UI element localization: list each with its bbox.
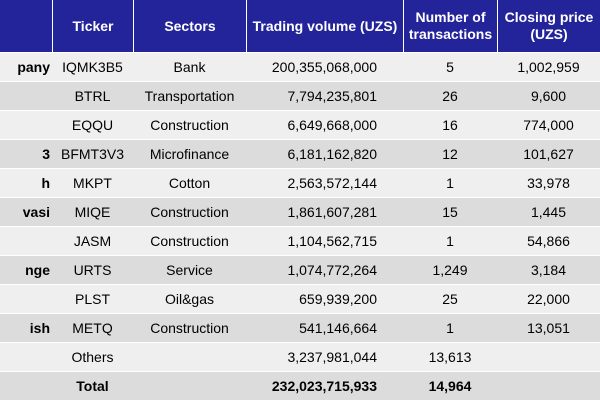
header-row: Ticker Sectors Trading volume (UZS) Numb… xyxy=(0,0,600,52)
ticker-cell: MKPT xyxy=(52,168,133,197)
transactions-cell: 13,613 xyxy=(403,342,497,371)
sector-cell xyxy=(133,342,246,371)
sector-cell: Construction xyxy=(133,110,246,139)
closing-price-cell: 54,866 xyxy=(497,226,600,255)
company-cell: pany xyxy=(0,52,52,81)
sector-cell: Service xyxy=(133,255,246,284)
closing-price-cell: 13,051 xyxy=(497,313,600,342)
transactions-cell: 26 xyxy=(403,81,497,110)
closing-price-cell: 1,002,959 xyxy=(497,52,600,81)
ticker-cell: IQMK3B5 xyxy=(52,52,133,81)
ticker-cell: Others xyxy=(52,342,133,371)
company-cell xyxy=(0,342,52,371)
trading-volume-cell: 2,563,572,144 xyxy=(246,168,403,197)
header-company xyxy=(0,0,52,52)
table-row: PLST Oil&gas 659,939,200 25 22,000 xyxy=(0,284,600,313)
closing-price-cell: 3,184 xyxy=(497,255,600,284)
transactions-cell: 25 xyxy=(403,284,497,313)
sector-cell: Bank xyxy=(133,52,246,81)
sector-cell: Transportation xyxy=(133,81,246,110)
company-cell xyxy=(0,226,52,255)
ticker-cell: BFMT3V3 xyxy=(52,139,133,168)
header-trading-volume: Trading volume (UZS) xyxy=(246,0,403,52)
ticker-cell: BTRL xyxy=(52,81,133,110)
table-row: vasi MIQE Construction 1,861,607,281 15 1,445 xyxy=(0,197,600,226)
transactions-cell: 14,964 xyxy=(403,371,497,400)
trading-volume-cell: 1,074,772,264 xyxy=(246,255,403,284)
table-row: EQQU Construction 6,649,668,000 16 774,000 xyxy=(0,110,600,139)
transactions-cell: 1 xyxy=(403,226,497,255)
closing-price-cell: 774,000 xyxy=(497,110,600,139)
transactions-cell: 15 xyxy=(403,197,497,226)
closing-price-cell: 33,978 xyxy=(497,168,600,197)
ticker-cell: URTS xyxy=(52,255,133,284)
table-row: pany IQMK3B5 Bank 200,355,068,000 5 1,002,959 xyxy=(0,52,600,81)
trading-volume-cell: 3,237,981,044 xyxy=(246,342,403,371)
trading-volume-cell: 541,146,664 xyxy=(246,313,403,342)
sector-cell: Construction xyxy=(133,313,246,342)
transactions-cell: 5 xyxy=(403,52,497,81)
table-row: h MKPT Cotton 2,563,572,144 1 33,978 xyxy=(0,168,600,197)
header-closing-price: Closing price (UZS) xyxy=(497,0,600,52)
trading-volume-cell: 1,861,607,281 xyxy=(246,197,403,226)
trading-volume-cell: 6,181,162,820 xyxy=(246,139,403,168)
header-sectors: Sectors xyxy=(133,0,246,52)
closing-price-cell: 101,627 xyxy=(497,139,600,168)
transactions-cell: 16 xyxy=(403,110,497,139)
table-row: nge URTS Service 1,074,772,264 1,249 3,184 xyxy=(0,255,600,284)
company-cell xyxy=(0,371,52,400)
ticker-cell: EQQU xyxy=(52,110,133,139)
trading-volume-cell: 659,939,200 xyxy=(246,284,403,313)
sector-cell: Construction xyxy=(133,226,246,255)
ticker-cell: METQ xyxy=(52,313,133,342)
ticker-cell: JASM xyxy=(52,226,133,255)
sector-cell: Cotton xyxy=(133,168,246,197)
table-row: ish METQ Construction 541,146,664 1 13,051 xyxy=(0,313,600,342)
closing-price-cell: 9,600 xyxy=(497,81,600,110)
trading-volume-cell: 200,355,068,000 xyxy=(246,52,403,81)
company-cell: h xyxy=(0,168,52,197)
company-cell: nge xyxy=(0,255,52,284)
total-row: Total 232,023,715,933 14,964 xyxy=(0,371,600,400)
sector-cell: Construction xyxy=(133,197,246,226)
trading-volume-cell: 232,023,715,933 xyxy=(246,371,403,400)
company-cell xyxy=(0,284,52,313)
table-body: pany IQMK3B5 Bank 200,355,068,000 5 1,002,959… xyxy=(0,52,600,400)
trading-volume-cell: 6,649,668,000 xyxy=(246,110,403,139)
sector-cell: Oil&gas xyxy=(133,284,246,313)
closing-price-cell: 22,000 xyxy=(497,284,600,313)
ticker-cell: Total xyxy=(52,371,133,400)
company-cell: 3 xyxy=(0,139,52,168)
sector-cell: Microfinance xyxy=(133,139,246,168)
closing-price-cell: 1,445 xyxy=(497,197,600,226)
trading-volume-cell: 1,104,562,715 xyxy=(246,226,403,255)
transactions-cell: 1,249 xyxy=(403,255,497,284)
table-row: Others 3,237,981,044 13,613 xyxy=(0,342,600,371)
transactions-cell: 1 xyxy=(403,313,497,342)
sector-cell xyxy=(133,371,246,400)
ticker-cell: MIQE xyxy=(52,197,133,226)
trading-volume-cell: 7,794,235,801 xyxy=(246,81,403,110)
company-cell: vasi xyxy=(0,197,52,226)
header-number-of-transactions: Number of transactions xyxy=(403,0,497,52)
closing-price-cell xyxy=(497,371,600,400)
company-cell: ish xyxy=(0,313,52,342)
company-cell xyxy=(0,110,52,139)
transactions-cell: 12 xyxy=(403,139,497,168)
table-row: BTRL Transportation 7,794,235,801 26 9,600 xyxy=(0,81,600,110)
table-row: JASM Construction 1,104,562,715 1 54,866 xyxy=(0,226,600,255)
closing-price-cell xyxy=(497,342,600,371)
company-cell xyxy=(0,81,52,110)
ticker-cell: PLST xyxy=(52,284,133,313)
transactions-cell: 1 xyxy=(403,168,497,197)
table-row: 3 BFMT3V3 Microfinance 6,181,162,820 12 101,6… xyxy=(0,139,600,168)
header-ticker: Ticker xyxy=(52,0,133,52)
